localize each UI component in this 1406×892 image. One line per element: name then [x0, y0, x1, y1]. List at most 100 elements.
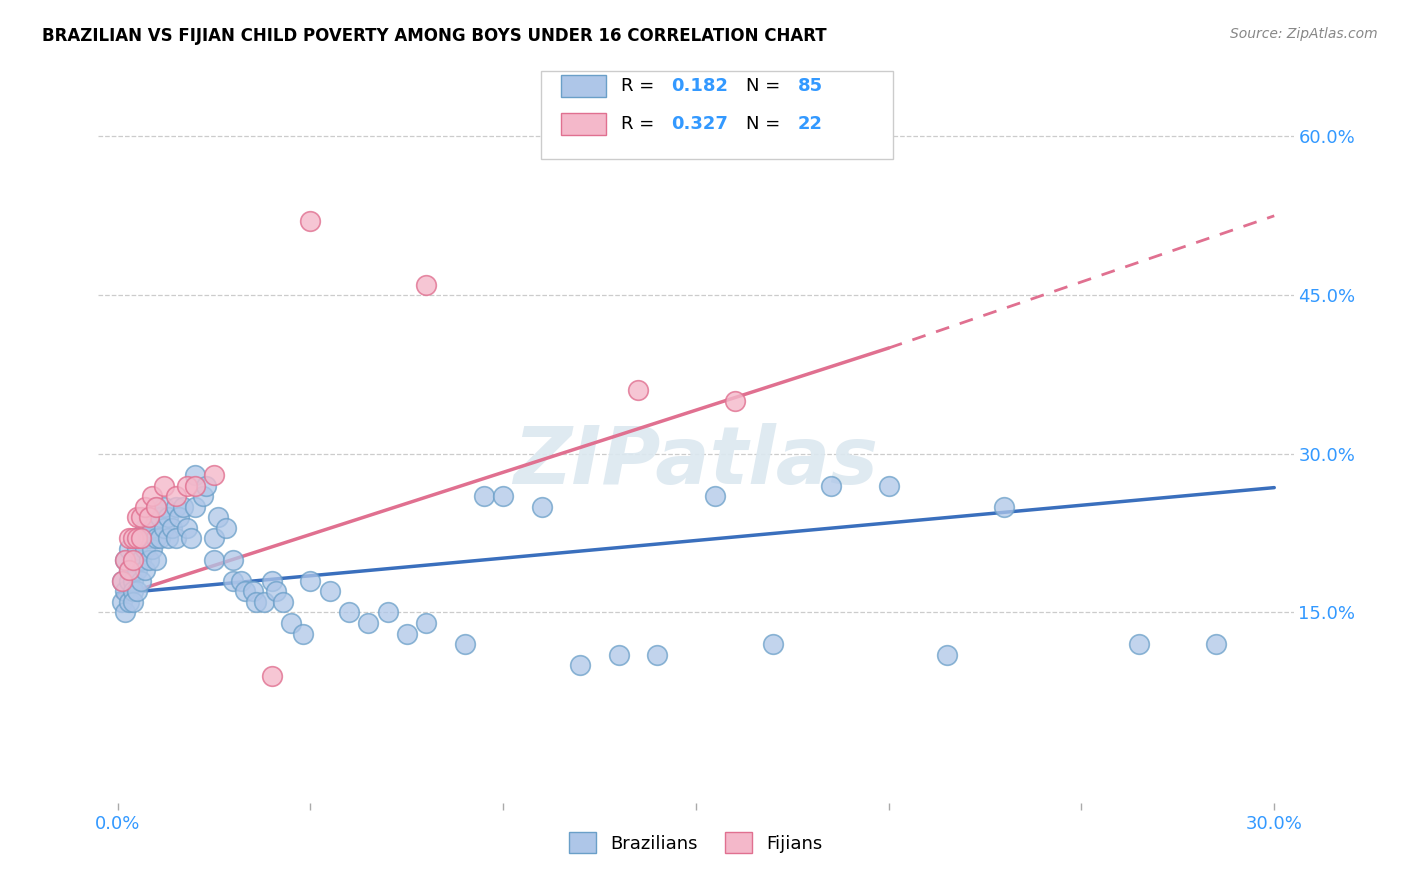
- Brazilians: [222, 552, 245, 566]
- Text: Source: ZipAtlas.com: Source: ZipAtlas.com: [1230, 27, 1378, 41]
- Text: 0.327: 0.327: [671, 115, 728, 133]
- Brazilians: [299, 574, 322, 588]
- Brazilians: [229, 574, 252, 588]
- Brazilians: [214, 521, 236, 535]
- Brazilians: [114, 606, 136, 620]
- Brazilians: [125, 532, 148, 546]
- Brazilians: [184, 500, 207, 514]
- Text: ZIPatlas: ZIPatlas: [513, 423, 879, 501]
- Fijians: [114, 552, 136, 566]
- Brazilians: [291, 626, 314, 640]
- FancyBboxPatch shape: [561, 112, 606, 135]
- Brazilians: [153, 521, 176, 535]
- Brazilians: [145, 532, 167, 546]
- Brazilians: [141, 541, 163, 556]
- Brazilians: [415, 615, 437, 630]
- Fijians: [627, 384, 650, 398]
- Brazilians: [395, 626, 418, 640]
- Brazilians: [114, 552, 136, 566]
- Fijians: [153, 478, 176, 492]
- Brazilians: [877, 478, 900, 492]
- Fijians: [134, 500, 156, 514]
- Fijians: [260, 669, 283, 683]
- Brazilians: [172, 500, 194, 514]
- Brazilians: [114, 584, 136, 599]
- Brazilians: [202, 532, 225, 546]
- Text: 85: 85: [797, 78, 823, 95]
- Brazilians: [607, 648, 630, 662]
- Text: 0.182: 0.182: [671, 78, 728, 95]
- FancyBboxPatch shape: [561, 75, 606, 97]
- Brazilians: [273, 595, 295, 609]
- Brazilians: [134, 521, 156, 535]
- Brazilians: [207, 510, 229, 524]
- Fijians: [723, 393, 745, 408]
- FancyBboxPatch shape: [541, 71, 893, 159]
- Brazilians: [1205, 637, 1227, 651]
- Brazilians: [184, 467, 207, 482]
- Brazilians: [129, 532, 152, 546]
- Brazilians: [118, 574, 141, 588]
- Brazilians: [647, 648, 669, 662]
- Brazilians: [704, 489, 727, 503]
- Brazilians: [165, 500, 187, 514]
- Brazilians: [222, 574, 245, 588]
- Brazilians: [138, 510, 160, 524]
- Brazilians: [195, 478, 218, 492]
- Brazilians: [110, 595, 132, 609]
- Brazilians: [202, 552, 225, 566]
- Fijians: [118, 563, 141, 577]
- Brazilians: [260, 574, 283, 588]
- Fijians: [129, 510, 152, 524]
- Brazilians: [149, 532, 172, 546]
- Brazilians: [129, 574, 152, 588]
- Brazilians: [165, 532, 187, 546]
- Brazilians: [122, 552, 145, 566]
- Brazilians: [138, 552, 160, 566]
- Brazilians: [191, 489, 214, 503]
- Legend: Brazilians, Fijians: Brazilians, Fijians: [562, 825, 830, 861]
- Fijians: [125, 510, 148, 524]
- Brazilians: [156, 510, 179, 524]
- Fijians: [184, 478, 207, 492]
- Brazilians: [145, 500, 167, 514]
- Brazilians: [118, 541, 141, 556]
- Brazilians: [569, 658, 592, 673]
- Fijians: [138, 510, 160, 524]
- Brazilians: [129, 552, 152, 566]
- Fijians: [141, 489, 163, 503]
- Brazilians: [453, 637, 475, 651]
- Brazilians: [169, 510, 191, 524]
- Fijians: [122, 552, 145, 566]
- Text: 22: 22: [797, 115, 823, 133]
- Brazilians: [156, 532, 179, 546]
- Brazilians: [125, 563, 148, 577]
- Brazilians: [264, 584, 287, 599]
- Fijians: [129, 532, 152, 546]
- Brazilians: [145, 552, 167, 566]
- Fijians: [145, 500, 167, 514]
- Brazilians: [242, 584, 264, 599]
- Fijians: [122, 532, 145, 546]
- Brazilians: [134, 541, 156, 556]
- Brazilians: [176, 521, 198, 535]
- Brazilians: [118, 563, 141, 577]
- Fijians: [165, 489, 187, 503]
- Brazilians: [993, 500, 1015, 514]
- Fijians: [415, 277, 437, 292]
- Fijians: [176, 478, 198, 492]
- Brazilians: [280, 615, 302, 630]
- Brazilians: [125, 584, 148, 599]
- Brazilians: [935, 648, 957, 662]
- Text: BRAZILIAN VS FIJIAN CHILD POVERTY AMONG BOYS UNDER 16 CORRELATION CHART: BRAZILIAN VS FIJIAN CHILD POVERTY AMONG …: [42, 27, 827, 45]
- Text: N =: N =: [747, 78, 786, 95]
- Brazilians: [160, 521, 183, 535]
- Fijians: [125, 532, 148, 546]
- Brazilians: [472, 489, 495, 503]
- Fijians: [110, 574, 132, 588]
- Brazilians: [357, 615, 380, 630]
- Brazilians: [492, 489, 515, 503]
- Brazilians: [118, 595, 141, 609]
- Brazilians: [110, 574, 132, 588]
- Brazilians: [762, 637, 785, 651]
